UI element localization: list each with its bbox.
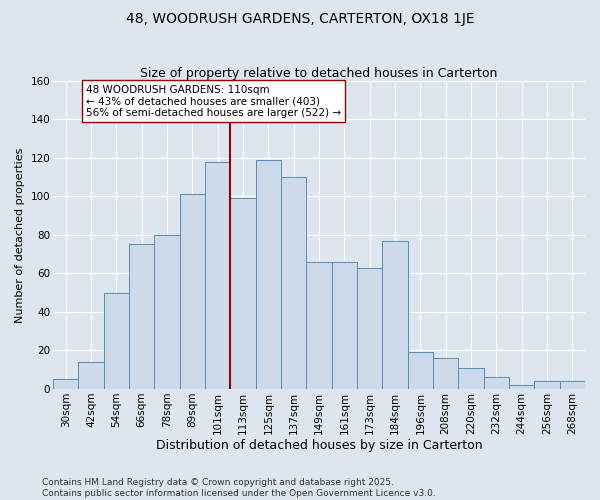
Text: 48 WOODRUSH GARDENS: 110sqm
← 43% of detached houses are smaller (403)
56% of se: 48 WOODRUSH GARDENS: 110sqm ← 43% of det… <box>86 84 341 117</box>
Bar <box>535 382 560 389</box>
Bar <box>433 358 458 389</box>
Bar <box>560 382 585 389</box>
Bar <box>205 162 230 389</box>
Bar <box>382 240 407 389</box>
Bar <box>458 368 484 389</box>
Bar <box>180 194 205 389</box>
Bar <box>484 378 509 389</box>
Bar <box>509 385 535 389</box>
Bar <box>256 160 281 389</box>
Bar <box>357 268 382 389</box>
Bar <box>407 352 433 389</box>
Bar <box>104 292 129 389</box>
Y-axis label: Number of detached properties: Number of detached properties <box>15 147 25 322</box>
X-axis label: Distribution of detached houses by size in Carterton: Distribution of detached houses by size … <box>156 440 482 452</box>
Bar <box>307 262 332 389</box>
Bar <box>154 235 180 389</box>
Text: Contains HM Land Registry data © Crown copyright and database right 2025.
Contai: Contains HM Land Registry data © Crown c… <box>42 478 436 498</box>
Bar <box>53 380 79 389</box>
Bar <box>79 362 104 389</box>
Bar <box>129 244 154 389</box>
Text: 48, WOODRUSH GARDENS, CARTERTON, OX18 1JE: 48, WOODRUSH GARDENS, CARTERTON, OX18 1J… <box>125 12 475 26</box>
Title: Size of property relative to detached houses in Carterton: Size of property relative to detached ho… <box>140 66 498 80</box>
Bar <box>281 177 307 389</box>
Bar <box>332 262 357 389</box>
Bar <box>230 198 256 389</box>
